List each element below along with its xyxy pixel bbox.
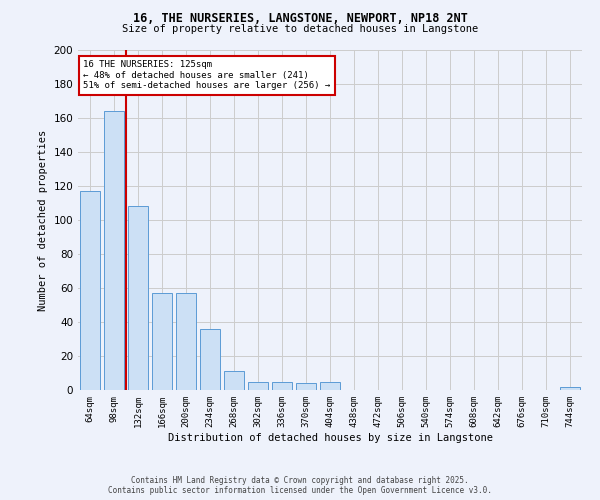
- Y-axis label: Number of detached properties: Number of detached properties: [38, 130, 48, 310]
- Bar: [296, 383, 316, 390]
- Bar: [80, 191, 100, 390]
- Text: Size of property relative to detached houses in Langstone: Size of property relative to detached ho…: [122, 24, 478, 34]
- Bar: [128, 206, 148, 390]
- Text: 16, THE NURSERIES, LANGSTONE, NEWPORT, NP18 2NT: 16, THE NURSERIES, LANGSTONE, NEWPORT, N…: [133, 12, 467, 26]
- Bar: [560, 386, 580, 390]
- Bar: [248, 382, 268, 390]
- Bar: [176, 293, 196, 390]
- Bar: [152, 293, 172, 390]
- Bar: [320, 382, 340, 390]
- Bar: [224, 372, 244, 390]
- Bar: [272, 382, 292, 390]
- Bar: [200, 329, 220, 390]
- Text: 16 THE NURSERIES: 125sqm
← 48% of detached houses are smaller (241)
51% of semi-: 16 THE NURSERIES: 125sqm ← 48% of detach…: [83, 60, 330, 90]
- Text: Contains HM Land Registry data © Crown copyright and database right 2025.
Contai: Contains HM Land Registry data © Crown c…: [108, 476, 492, 495]
- X-axis label: Distribution of detached houses by size in Langstone: Distribution of detached houses by size …: [167, 432, 493, 442]
- Bar: [104, 111, 124, 390]
